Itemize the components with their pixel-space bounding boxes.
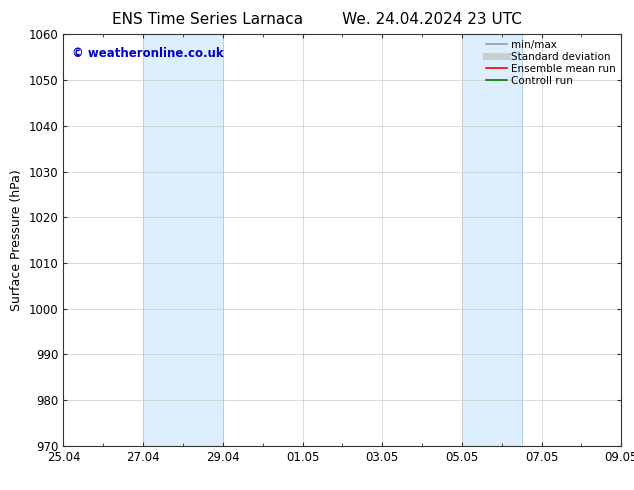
Y-axis label: Surface Pressure (hPa): Surface Pressure (hPa) — [10, 169, 23, 311]
Text: ENS Time Series Larnaca        We. 24.04.2024 23 UTC: ENS Time Series Larnaca We. 24.04.2024 2… — [112, 12, 522, 27]
Text: © weatheronline.co.uk: © weatheronline.co.uk — [72, 47, 223, 60]
Legend: min/max, Standard deviation, Ensemble mean run, Controll run: min/max, Standard deviation, Ensemble me… — [486, 40, 616, 86]
Bar — [462, 34, 522, 446]
Bar — [143, 34, 223, 446]
